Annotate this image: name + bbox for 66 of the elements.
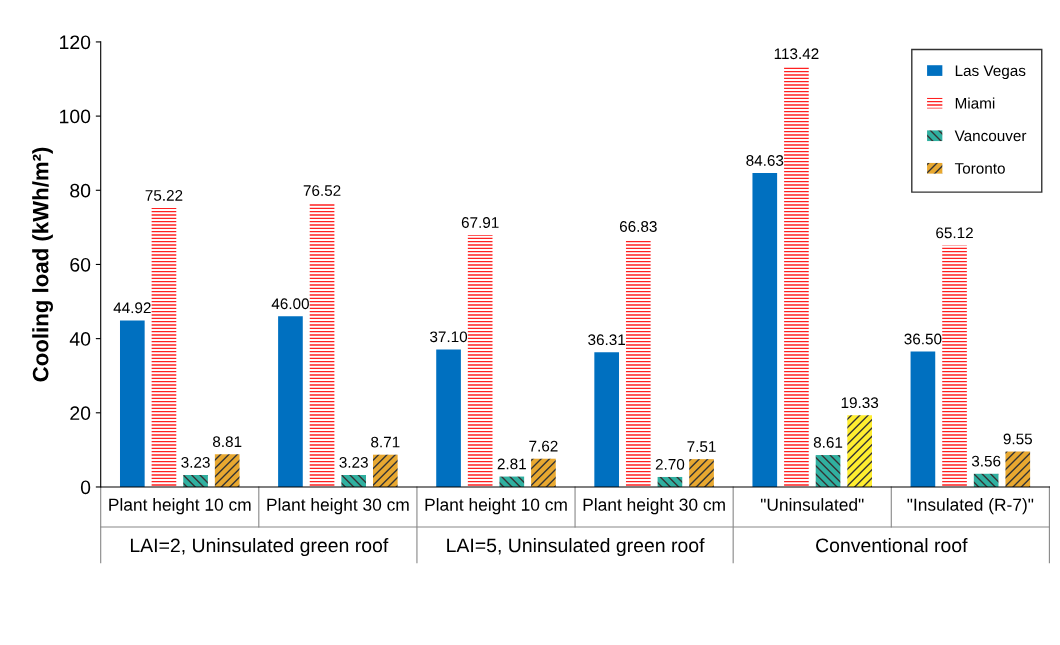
data-label: 46.00 [271, 298, 309, 310]
y-axis-title: Cooling load (kWh/m²) [32, 147, 53, 382]
data-label: 44.92 [113, 302, 151, 314]
bar [942, 245, 967, 487]
data-label: 3.56 [971, 455, 1001, 467]
y-tick-label: 0 [80, 480, 91, 495]
data-label: 2.70 [655, 458, 685, 470]
data-label: 7.51 [687, 441, 716, 452]
bar [1005, 451, 1031, 487]
data-label: 19.33 [841, 397, 879, 409]
bar [689, 459, 714, 487]
bar [436, 349, 461, 487]
bar [214, 454, 240, 487]
x-tick-label: Plant height 30 cm [583, 498, 725, 515]
data-label: 36.31 [588, 334, 626, 346]
bar [531, 458, 556, 487]
bar [625, 239, 651, 487]
data-label: 8.61 [813, 437, 843, 448]
data-label: 9.55 [1003, 433, 1033, 445]
bar [372, 454, 398, 487]
data-label: 76.52 [303, 185, 341, 196]
data-label: 84.63 [746, 155, 784, 166]
data-label: 3.23 [181, 456, 210, 468]
bar [467, 235, 493, 487]
bar [910, 351, 936, 487]
bar [784, 66, 809, 487]
legend-label: Las Vegas [955, 65, 1026, 80]
data-label: 75.22 [145, 190, 183, 201]
legend-label: Vancouver [954, 130, 1027, 142]
text: Conventional roof [816, 537, 968, 553]
bar [151, 208, 177, 487]
data-label: 113.42 [774, 48, 819, 60]
y-tick-label: 120 [60, 35, 91, 50]
text: LAI=2, Uninsulated green roof [130, 537, 389, 557]
data-label: 8.81 [212, 436, 242, 448]
y-tick-label: 80 [70, 183, 91, 198]
data-label: 66.83 [619, 221, 657, 232]
bar [119, 320, 145, 487]
bar [815, 455, 841, 487]
y-tick-label: 40 [69, 332, 91, 346]
bar [183, 475, 208, 487]
x-tick-label: Plant height 30 cm [267, 498, 409, 515]
data-label: 65.12 [936, 227, 973, 239]
text: LAI=5, Uninsulated green roof [447, 537, 705, 557]
bar [594, 352, 620, 487]
x-tick-label: Plant height 10 cm [425, 498, 567, 515]
data-label: 36.50 [904, 333, 942, 345]
y-tick-label: 20 [70, 406, 91, 421]
data-label: 2.81 [497, 458, 526, 470]
bar [847, 415, 872, 487]
y-tick-label: 100 [60, 109, 91, 124]
data-label: 7.62 [529, 440, 558, 452]
bar [752, 173, 778, 487]
x-tick-label: Plant height 10 cm [109, 498, 251, 515]
legend-label: Miami [955, 97, 995, 109]
legend-label: Toronto [954, 163, 1005, 174]
y-tick-label: 60 [70, 257, 91, 272]
data-label: 37.10 [430, 331, 468, 343]
data-label: 8.71 [371, 436, 400, 448]
data-label: 3.23 [339, 456, 368, 468]
x-tick-label: "Insulated (R-7)" [907, 498, 1034, 515]
bar [278, 316, 303, 487]
bar [309, 203, 335, 487]
data-label: 67.91 [461, 217, 499, 228]
x-tick-label: "Uninsulated" [760, 498, 864, 511]
bar [341, 475, 367, 487]
